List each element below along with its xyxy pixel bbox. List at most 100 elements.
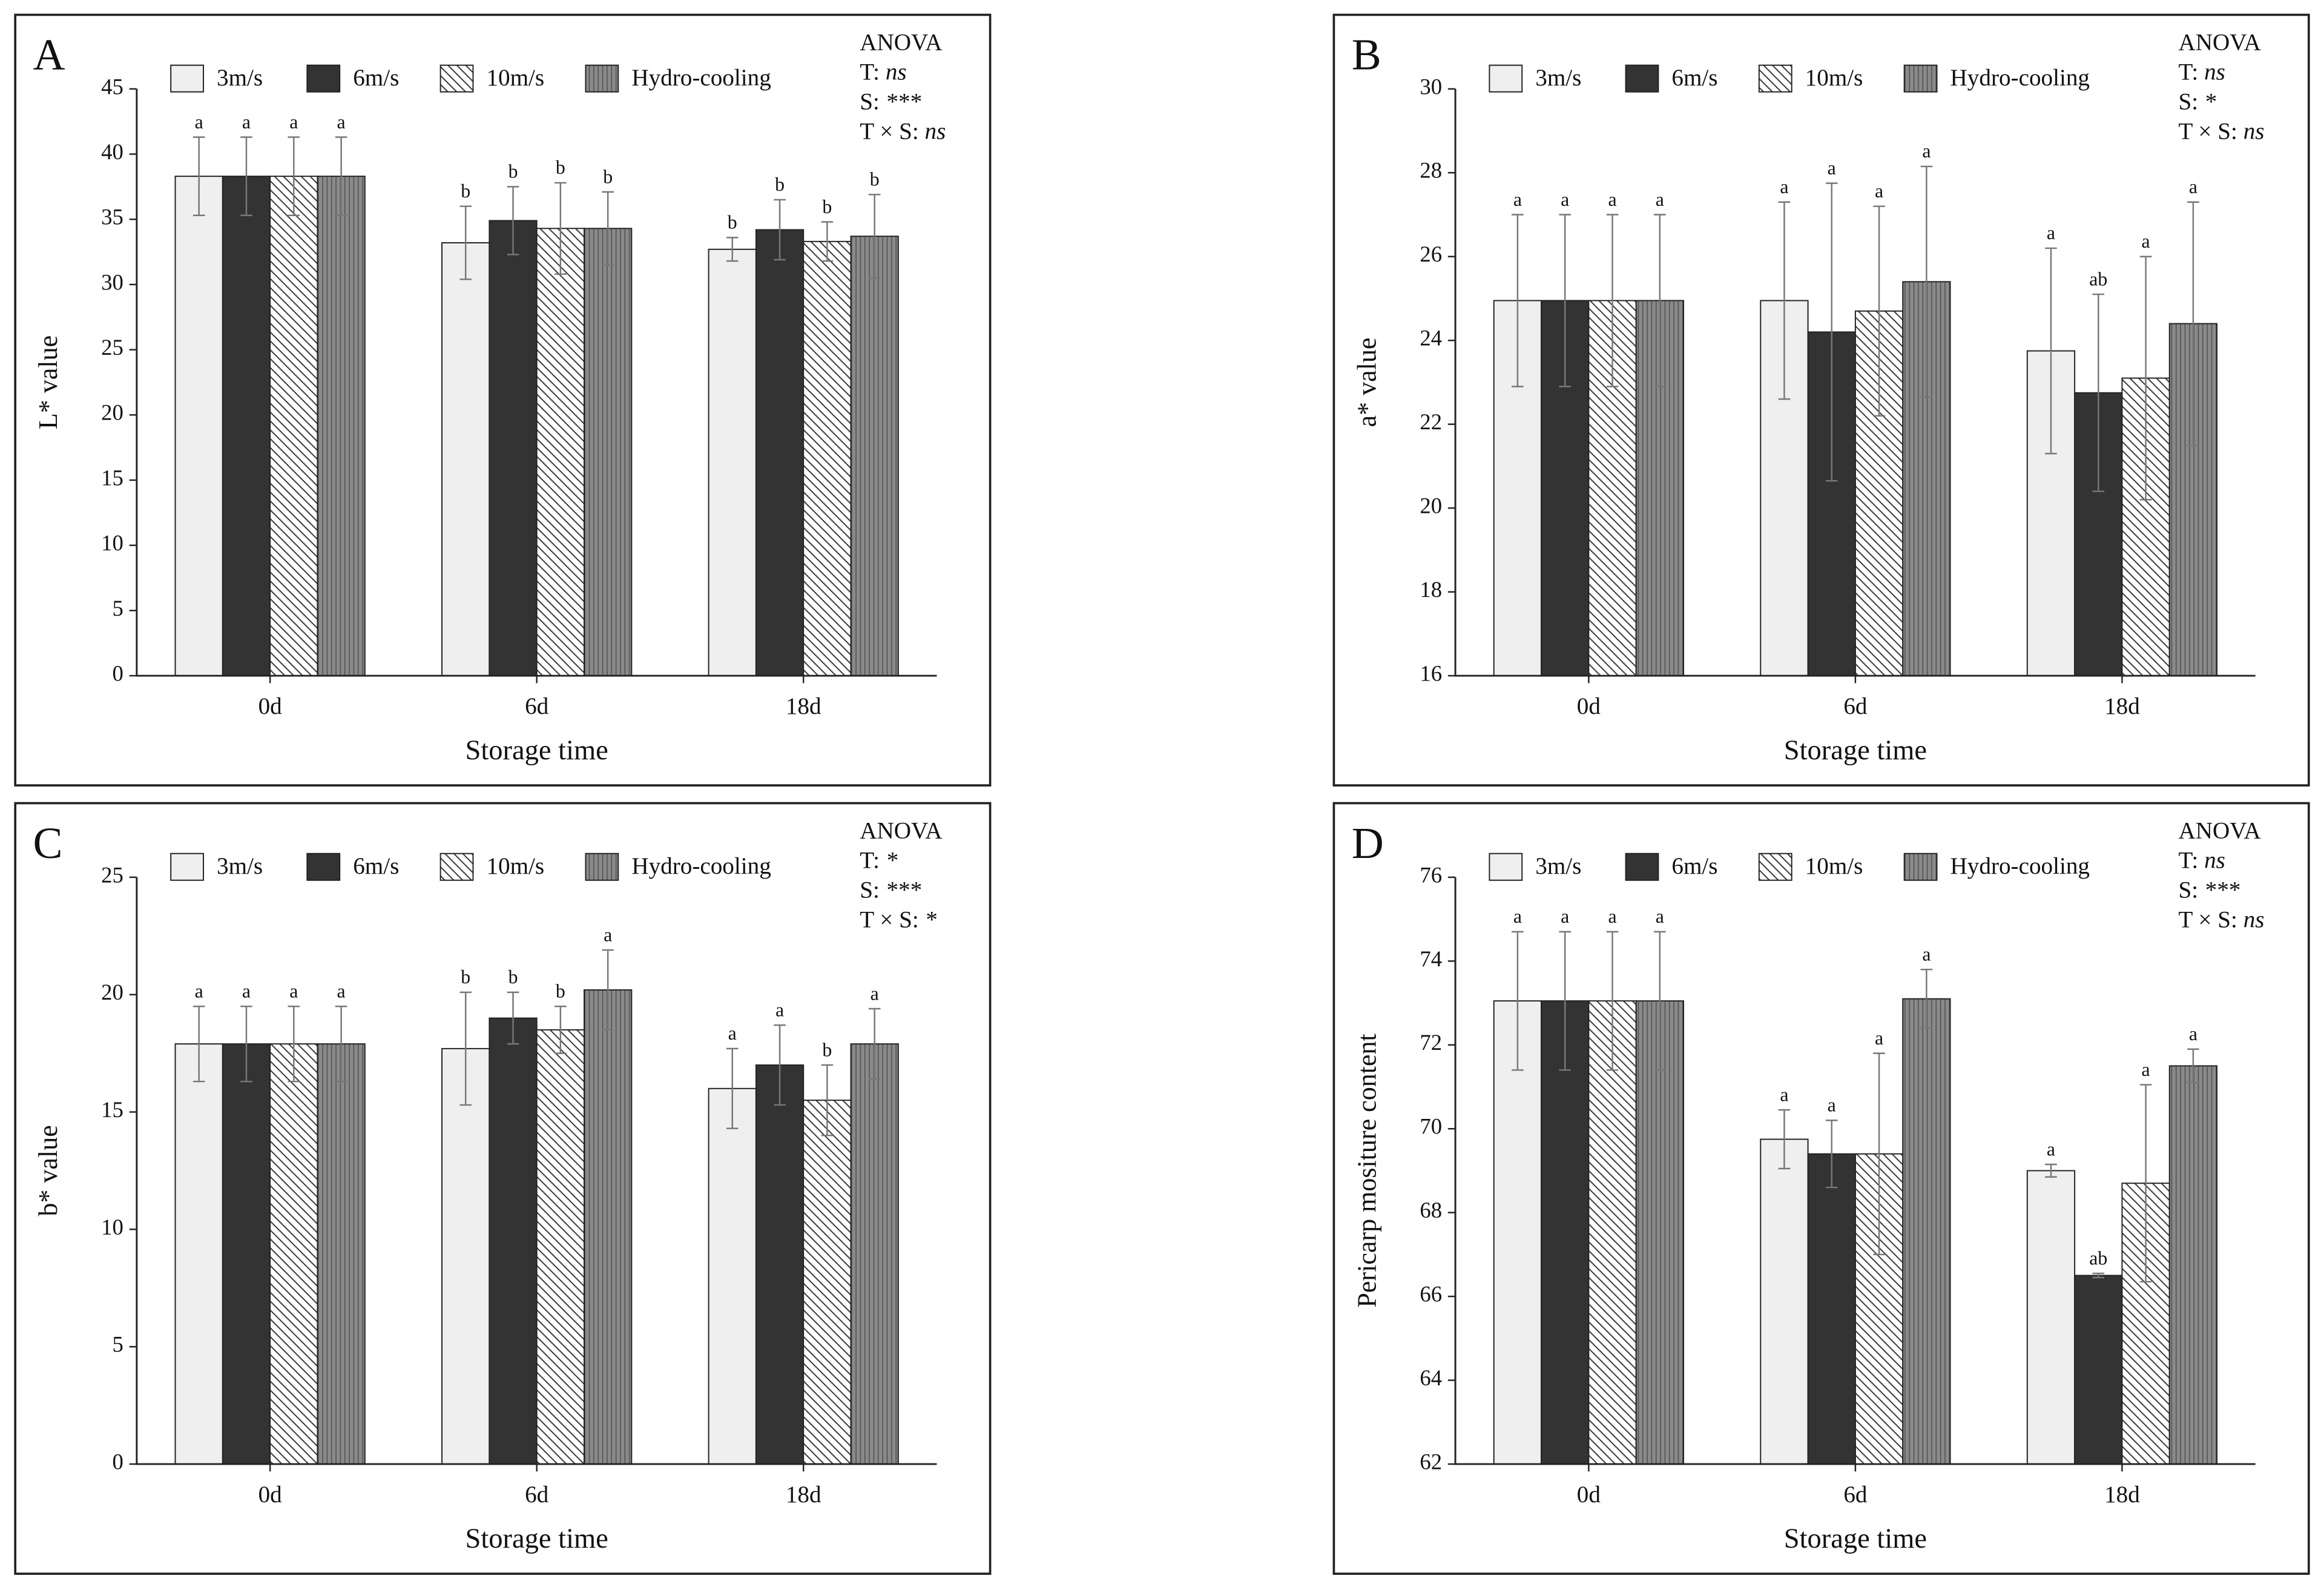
significance-letter: a [1828,1095,1836,1116]
legend-swatch [1903,853,1938,881]
bar [1902,998,1951,1465]
anova-result: * [925,906,937,932]
y-tick-label: 35 [101,205,123,229]
error-bar [726,1047,739,1129]
error-bar [726,237,739,262]
y-tick-label: 68 [1420,1198,1442,1222]
legend-swatch [306,853,341,881]
bar [222,176,271,677]
error-bar [240,136,252,216]
significance-letter: a [195,111,203,133]
error-bar [1559,931,1571,1071]
axes [1454,88,2256,677]
bar [441,242,490,677]
legend-swatch [1758,64,1792,93]
significance-letter: a [2189,1023,2197,1044]
x-tick-label: 18d [786,693,821,719]
legend-swatch [1625,64,1659,93]
significance-letter: a [2142,1059,2150,1080]
y-tick-label: 40 [101,139,123,164]
x-tick-label: 18d [2104,693,2140,719]
significance-letter: a [1875,1027,1883,1049]
anova-term: T × S: [2178,118,2237,144]
bar [584,228,633,677]
y-tick-label: 0 [112,1449,123,1474]
axes [136,88,937,677]
legend-label: 3m/s [217,853,263,879]
y-tick-label: 20 [101,980,123,1004]
anova-row: S: *** [860,88,921,114]
error-bar [602,949,614,1031]
anova-row: S: *** [860,877,921,903]
significance-letter: a [242,111,251,133]
error-bar [1920,165,1933,398]
legend-label: 10m/s [1805,65,1863,91]
y-tick-label: 25 [101,862,123,887]
error-bar [2139,256,2152,501]
bar [317,176,366,677]
legend-label: 10m/s [1805,853,1863,879]
panel-label: C [33,819,63,868]
legend-label: 3m/s [217,65,263,91]
anova-term: T: [2178,59,2198,85]
legend-swatch [1903,64,1938,93]
legend-swatch [1625,853,1659,881]
significance-letter: a [289,111,298,133]
bar [2026,1170,2076,1465]
significance-letter: b [603,166,613,187]
significance-letter: b [728,212,737,233]
bar [489,1017,538,1465]
significance-letter: a [1561,906,1569,927]
significance-letter: b [556,980,565,1001]
bar [584,989,633,1465]
significance-letter: a [871,983,879,1004]
bar [755,1064,805,1465]
significance-letter: b [775,174,785,195]
error-bar [2139,1084,2152,1283]
x-axis-label: Storage time [1784,1523,1927,1554]
legend-swatch [585,853,619,881]
anova-row: T × S: * [860,906,937,932]
y-tick-label: 24 [1420,326,1442,351]
legend-label: 6m/s [1671,65,1717,91]
bar [269,176,318,677]
error-bar [2187,201,2199,446]
y-tick-label: 26 [1420,242,1442,266]
error-bar [868,194,881,279]
error-bar [555,182,567,275]
legend-swatch [585,64,619,93]
error-bar [288,136,300,216]
anova-result: *** [886,88,921,114]
legend-label: 3m/s [1535,65,1581,91]
legend-label: 10m/s [486,853,544,879]
anova-row: T × S: ns [860,118,946,144]
significance-letter: b [556,157,565,178]
error-bar [555,1005,567,1054]
anova-title: ANOVA [860,29,942,55]
panel-label: B [1352,30,1381,79]
error-bar [2092,293,2105,492]
anova-title: ANOVA [2178,29,2260,55]
anova-row: T × S: ns [2178,906,2264,932]
significance-letter: a [1513,189,1522,210]
significance-letter: a [1875,180,1883,202]
x-tick-label: 0d [1577,1482,1601,1508]
bar [222,1043,271,1465]
significance-letter: b [461,180,470,202]
error-bar [507,991,519,1045]
error-bar [1920,968,1933,1029]
error-bar [1512,214,1524,388]
error-bar [459,205,472,280]
error-bar [2092,1272,2105,1279]
x-axis-label: Storage time [1784,735,1927,766]
y-axis-label: L* value [33,335,63,429]
anova-term: T × S: [860,118,919,144]
y-axis-label: a* value [1352,337,1381,427]
anova-title: ANOVA [2178,817,2260,843]
legend-swatch [1758,853,1792,881]
y-tick-label: 10 [101,1215,123,1239]
error-bar [1778,1109,1791,1170]
legend-swatch [1489,853,1523,881]
bar [536,1029,585,1465]
